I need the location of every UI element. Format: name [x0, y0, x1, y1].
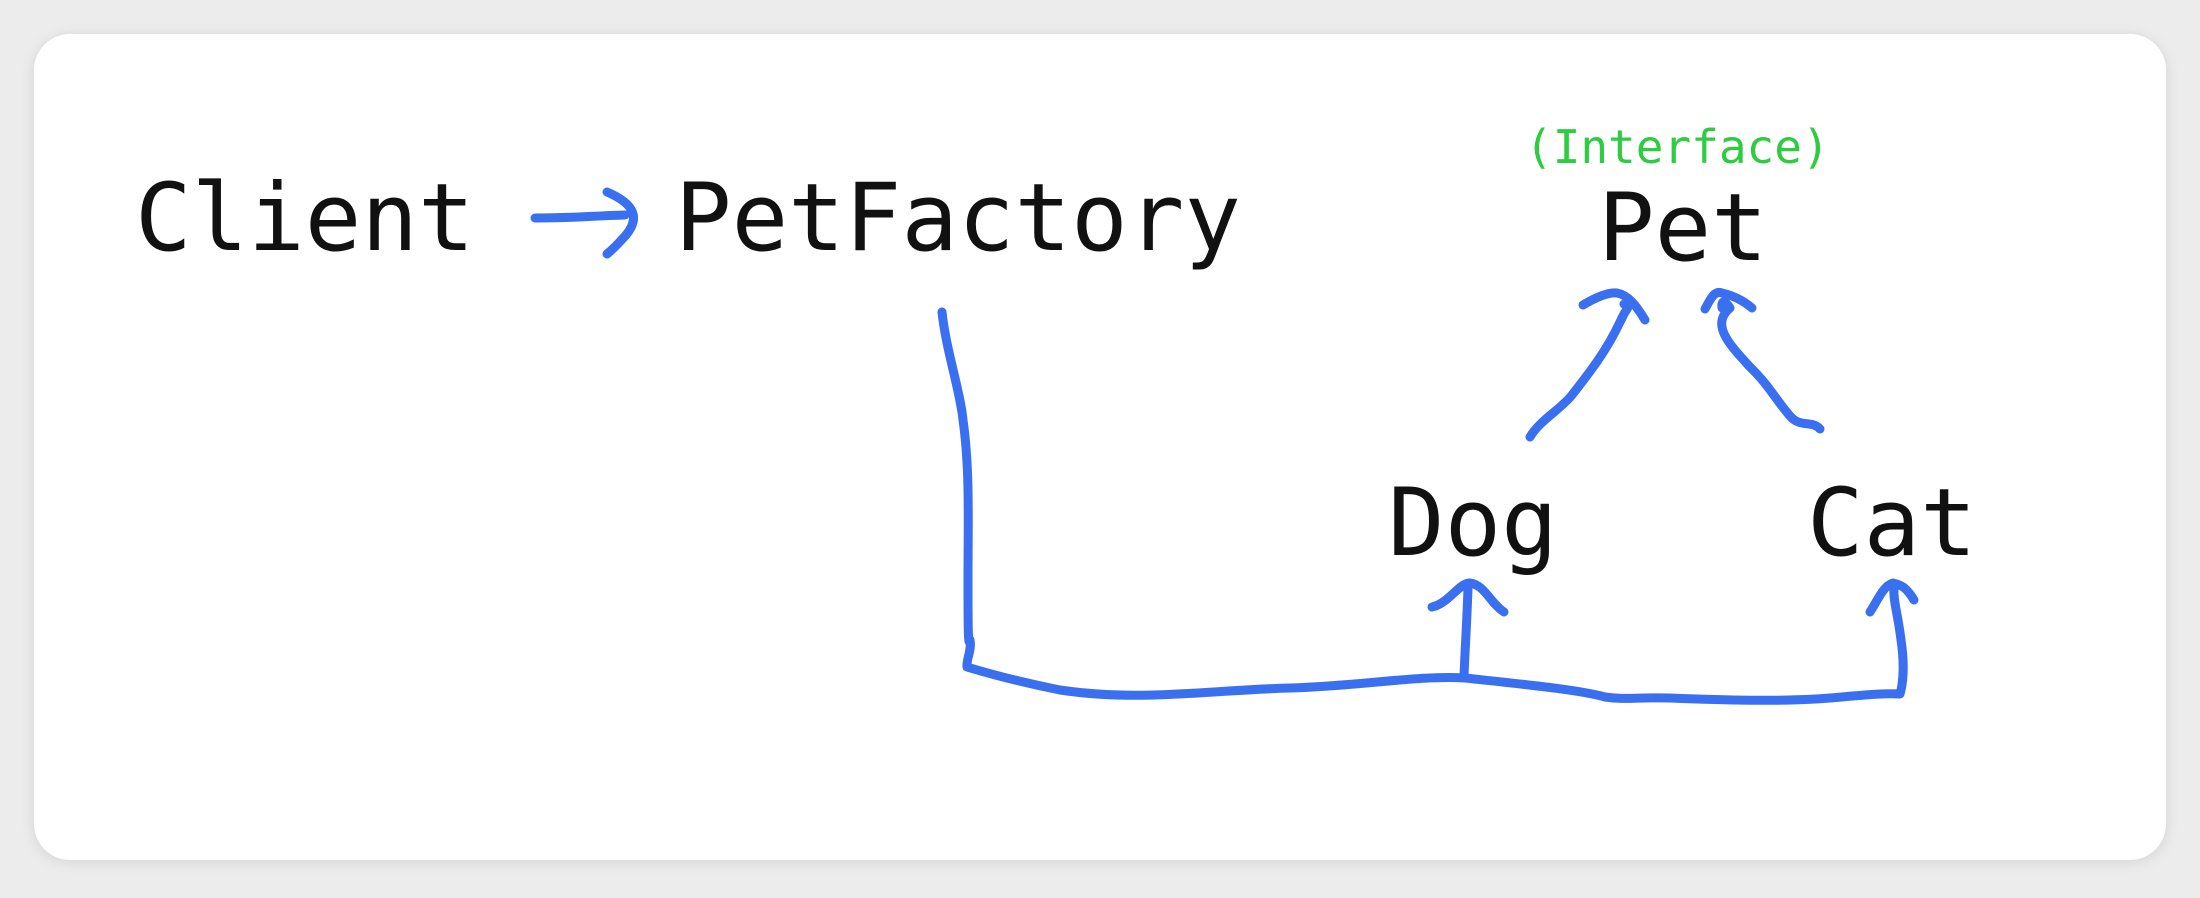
node-client: Client [135, 164, 475, 273]
node-pet: Pet [1598, 174, 1768, 283]
diagram-card [34, 34, 2166, 860]
connector-factory-to-products [937, 307, 1908, 705]
node-cat: Cat [1807, 469, 1977, 578]
arrow-client-to-factory [530, 210, 630, 223]
arrow-up-to-dog [1459, 583, 1473, 681]
arrow-dog-to-pet [1525, 297, 1636, 442]
arrowhead-client-to-factory [602, 187, 638, 259]
arrowhead-dog-to-pet [1578, 288, 1650, 325]
arrowhead-cat-to-pet [1700, 288, 1757, 314]
node-dog: Dog [1388, 469, 1558, 578]
interface-tag: (Interface) [1525, 120, 1830, 174]
arrowhead-dog [1427, 578, 1509, 617]
node-pet-factory: PetFactory [675, 164, 1241, 273]
arrow-cat-to-pet [1717, 297, 1825, 434]
arrowhead-cat [1865, 578, 1919, 617]
